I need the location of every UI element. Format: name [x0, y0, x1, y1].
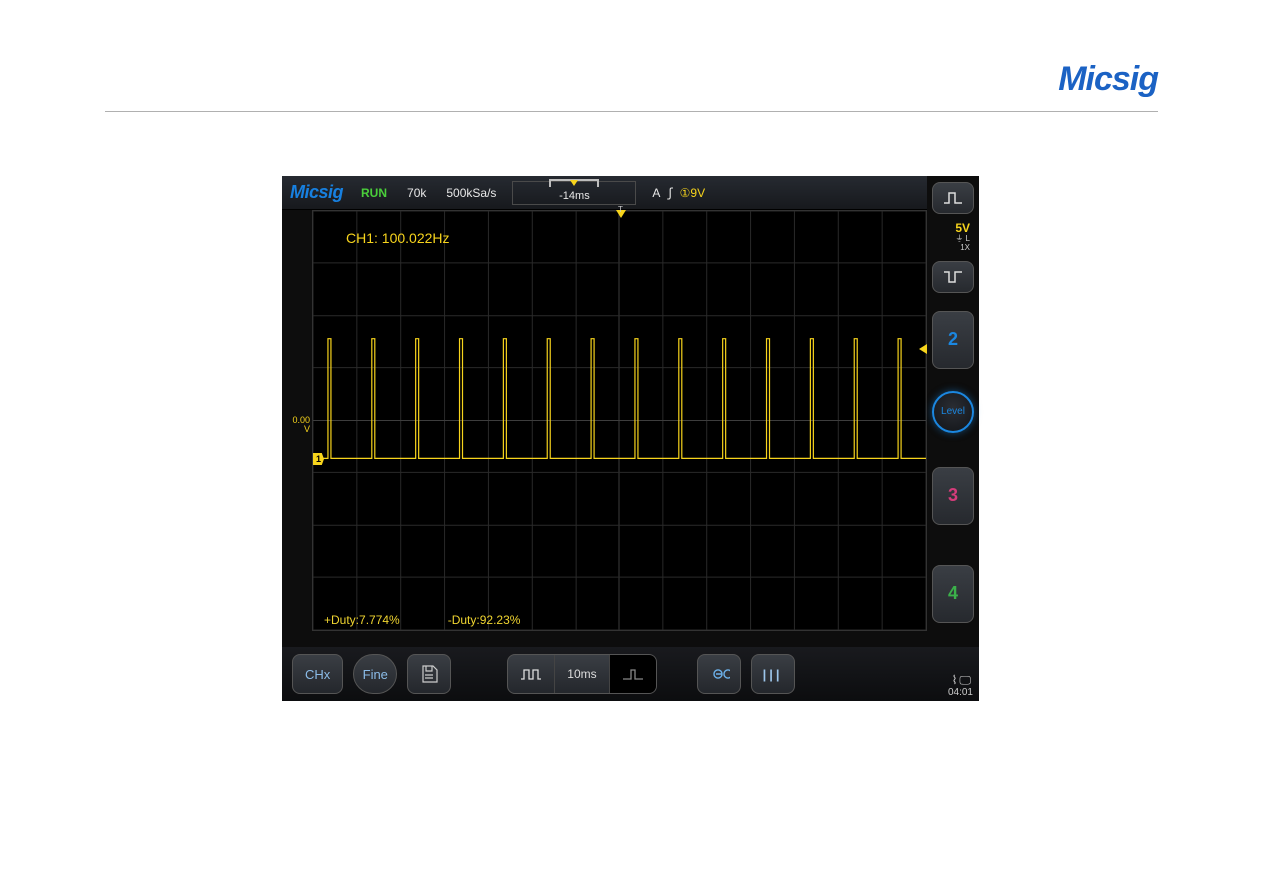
ch3-button[interactable]: 3 [932, 467, 974, 525]
sample-rate[interactable]: 500kSa/s [436, 186, 506, 200]
clock: 04:01 [948, 687, 973, 699]
negative-duty: -Duty:92.23% [448, 613, 521, 627]
ch1-probe: 1X [936, 244, 970, 253]
cursor-icon: ||| [763, 667, 783, 682]
pulse-negative-button[interactable] [932, 261, 974, 293]
wide-pulse-icon [520, 667, 542, 681]
trigger-t-label: T [618, 205, 623, 214]
ch1-name: CH1: [346, 230, 378, 246]
fine-button[interactable]: Fine [353, 654, 397, 694]
narrow-pulse-icon [622, 667, 644, 681]
positive-duty: +Duty:7.774% [324, 613, 400, 627]
ch1-info-panel[interactable]: 5V ⏚ L 1X [932, 220, 974, 255]
duty-readout: +Duty:7.774% -Duty:92.23% [324, 613, 520, 627]
oscilloscope-screenshot: manualslive.com Micsig RUN 70k 500kSa/s … [282, 176, 979, 701]
save-icon [420, 665, 438, 683]
device-logo: Micsig [282, 182, 351, 203]
timebase-zoomin-button[interactable] [610, 655, 656, 693]
link-button[interactable] [697, 654, 741, 694]
page-header: Micsig [105, 60, 1158, 112]
trigger-level-knob[interactable]: Level [932, 391, 974, 433]
pulse-neg-icon [943, 270, 963, 284]
right-column: 5V ⏚ L 1X 2 Level 3 4 [927, 176, 979, 653]
trigger-level-arrow-icon[interactable] [919, 344, 927, 354]
time-offset-value: -14ms [513, 190, 635, 204]
trigger-time-pointer-icon: T [616, 210, 626, 218]
timebase-value[interactable]: 10ms [555, 655, 609, 693]
trigger-source-level: ①9V [680, 186, 705, 200]
pulse-icon [943, 191, 963, 205]
pulse-positive-button[interactable] [932, 182, 974, 214]
ground-unit: V [304, 424, 310, 434]
brand-logo: Micsig [1058, 60, 1158, 99]
run-status[interactable]: RUN [351, 186, 397, 200]
ch4-button[interactable]: 4 [932, 565, 974, 623]
grid [313, 211, 926, 630]
cursor-button[interactable]: ||| [751, 654, 795, 694]
trigger-edge-icon: ʃ [666, 186, 673, 200]
ch1-ground-marker[interactable]: 1 [313, 453, 324, 465]
save-button[interactable] [407, 654, 451, 694]
ch1-measurement-label: CH1: 100.022Hz [346, 230, 450, 246]
ch1-frequency: 100.022Hz [382, 230, 450, 246]
timebase-control[interactable]: 10ms [507, 654, 656, 694]
waveform-display[interactable]: 1 [312, 210, 927, 631]
status-corner: ⌇🖵 04:01 [948, 673, 973, 699]
trigger-readout[interactable]: A ʃ ①9V [642, 186, 715, 200]
topbar: Micsig RUN 70k 500kSa/s -14ms A ʃ ①9V [282, 176, 979, 210]
chx-button[interactable]: CHx [292, 654, 343, 694]
ch1-ground-label: 0.00 V [284, 416, 310, 434]
link-icon [708, 667, 730, 681]
wifi-icon: ⌇🖵 [948, 673, 973, 687]
memory-depth[interactable]: 70k [397, 186, 436, 200]
trigger-position-icon [570, 180, 578, 186]
trigger-mode: A [652, 186, 660, 200]
scope-svg [313, 211, 926, 630]
bottombar: CHx Fine 10ms ||| ⌇🖵 04:01 [282, 647, 979, 701]
timebase-zoomout-button[interactable] [508, 655, 555, 693]
ch2-button[interactable]: 2 [932, 311, 974, 369]
time-offset-indicator[interactable]: -14ms [512, 181, 636, 205]
